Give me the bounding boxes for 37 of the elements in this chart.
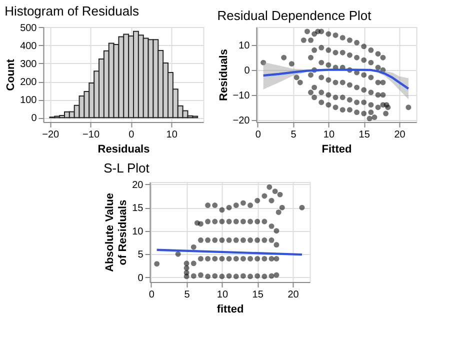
x-tick-label: 10 [166, 130, 178, 140]
x-axis-title: Fitted [322, 144, 352, 156]
y-tick-label: 100 [20, 95, 38, 106]
y-tick-label: 500 [20, 22, 38, 34]
y-tick-label: 0 [244, 66, 250, 77]
x-tick-label: 20 [394, 130, 406, 140]
y-tick-label: 200 [20, 77, 38, 88]
y-tick-label: 15 [132, 203, 144, 214]
x-tick-label: −20 [42, 130, 60, 140]
x-tick-label: 10 [323, 130, 335, 140]
x-tick-label: 5 [290, 130, 297, 140]
x-tick-label: 10 [216, 290, 228, 300]
x-tick-label: 15 [358, 130, 370, 140]
y-tick-label: 5 [138, 250, 144, 261]
y-tick-label: 10 [238, 40, 250, 52]
y-tick-label: 0 [138, 272, 144, 284]
x-tick-label: 15 [252, 290, 264, 300]
x-tick-label: 5 [184, 290, 190, 300]
y-tick-label: 20 [132, 180, 144, 191]
x-axis-title: fitted [216, 304, 244, 316]
chart-title: S-L Plot [104, 160, 150, 176]
chart-title: Histogram of Residuals [4, 3, 140, 18]
y-axis-title: Count [5, 58, 18, 91]
y-tick-label: 400 [20, 40, 38, 52]
y-tick-label: 0 [31, 113, 38, 124]
x-tick-label: −10 [82, 130, 100, 140]
y-axis-title: Residuals [218, 49, 230, 101]
y-tick-label: −10 [232, 90, 250, 102]
x-tick-label: 0 [255, 130, 262, 140]
x-tick-label: 20 [288, 290, 300, 300]
y-tick-label: 10 [132, 226, 144, 238]
x-axis-title: Residuals [98, 144, 150, 156]
y-tick-label: −20 [232, 115, 250, 126]
chart-title: Residual Dependence Plot [217, 8, 372, 23]
x-tick-label: 0 [148, 290, 155, 300]
y-tick-label: 300 [20, 58, 38, 70]
y-axis-title: Absolute Value of Residuals [104, 193, 130, 272]
